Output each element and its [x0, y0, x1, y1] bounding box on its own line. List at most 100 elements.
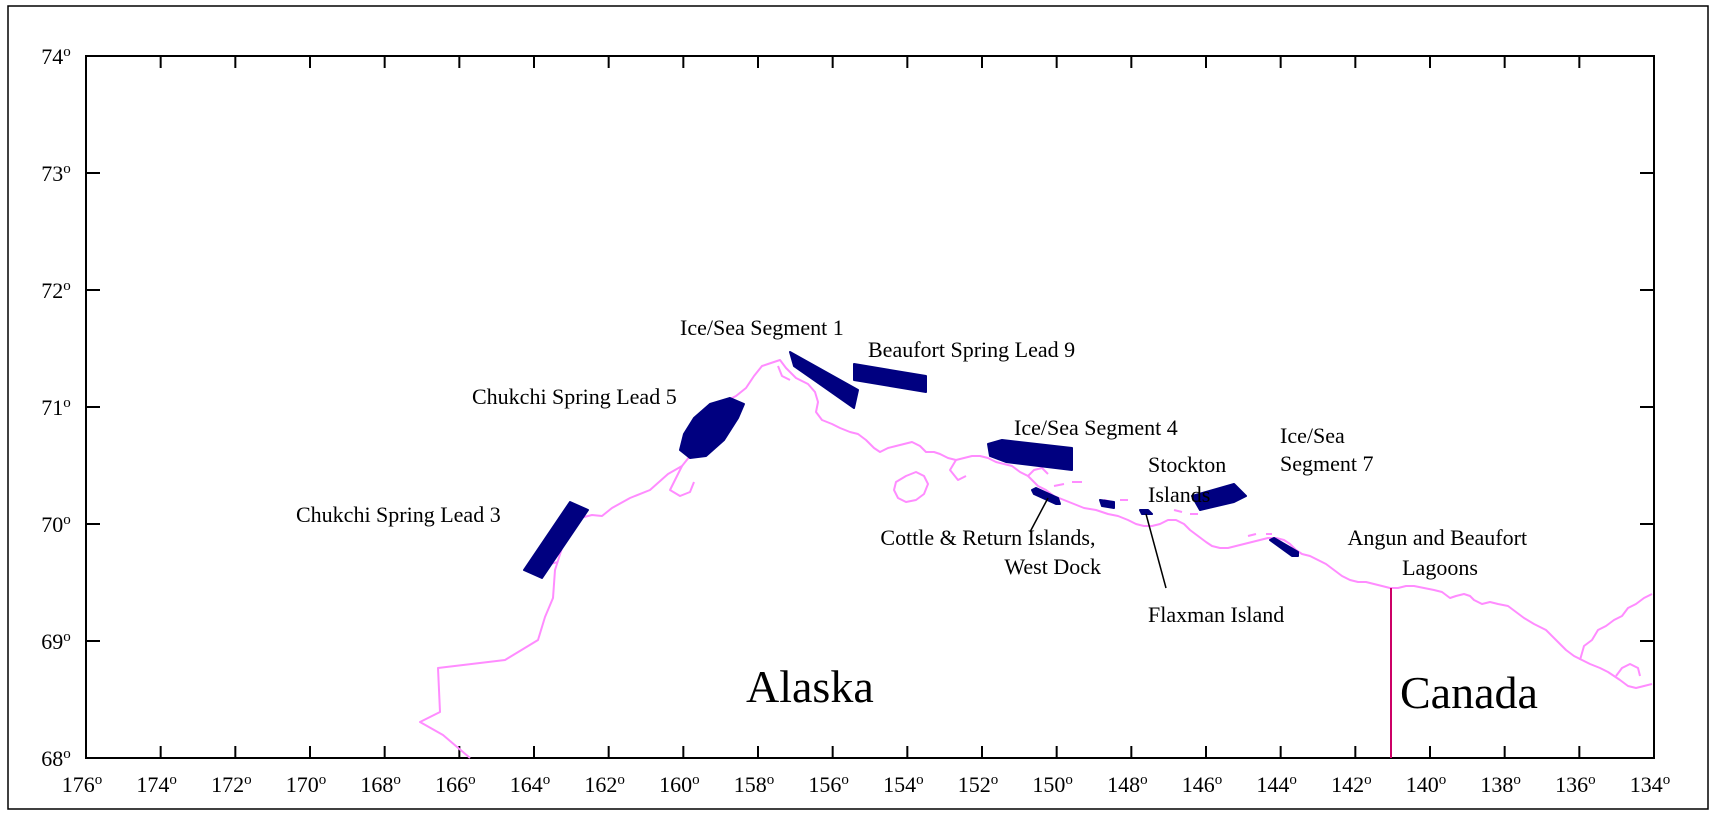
lon-label-146-value: 146 [1182, 772, 1215, 797]
lat-label-68: 68o [41, 746, 71, 771]
label-chukchi-spring-lead-3: Chukchi Spring Lead 3 [296, 502, 501, 527]
study-area-cottle-return-islands [1031, 487, 1061, 505]
lon-label-158-value: 158 [734, 772, 767, 797]
lon-label-170: 170o [286, 772, 327, 797]
label-cottle-line-1: Cottle & Return Islands, [880, 525, 1095, 550]
lon-label-134-degree: o [1663, 772, 1671, 788]
lon-label-176-value: 176 [62, 772, 95, 797]
lon-label-156: 156o [808, 772, 849, 797]
lon-label-136-degree: o [1588, 772, 1596, 788]
lat-label-73-value: 73 [41, 161, 63, 186]
lon-label-162-degree: o [617, 772, 625, 788]
lon-label-142-value: 142 [1331, 772, 1364, 797]
study-area-beaufort-spring-lead-9 [853, 363, 927, 393]
site-labels: Ice/Sea Segment 1 Beaufort Spring Lead 9… [296, 315, 1527, 627]
lon-label-164-value: 164 [510, 772, 543, 797]
lat-label-70-value: 70 [41, 512, 63, 537]
lon-label-168-value: 168 [360, 772, 393, 797]
label-ice-sea-segment-7-line-1: Ice/Sea [1280, 423, 1345, 448]
lon-label-148: 148o [1107, 772, 1148, 797]
lat-label-71: 71o [41, 395, 71, 420]
lat-label-72-degree: o [63, 278, 71, 294]
island-5 [1173, 509, 1183, 513]
flaxman-leader-line [1145, 513, 1167, 589]
study-area-ice-sea-segment-4 [987, 439, 1073, 471]
lon-label-160-value: 160 [659, 772, 692, 797]
study-area-chukchi-spring-lead-5 [679, 397, 745, 459]
lon-label-166-degree: o [468, 772, 476, 788]
lon-label-144: 144o [1256, 772, 1297, 797]
lon-label-172-value: 172 [211, 772, 244, 797]
lon-label-152: 152o [958, 772, 999, 797]
island-7 [1247, 533, 1257, 537]
lon-label-158: 158o [734, 772, 775, 797]
lon-label-156-degree: o [841, 772, 849, 788]
lat-label-73: 73o [41, 161, 71, 186]
lat-label-69-value: 69 [41, 629, 63, 654]
lon-label-150-value: 150 [1032, 772, 1065, 797]
lon-label-138: 138o [1480, 772, 1521, 797]
label-flaxman-island: Flaxman Island [1148, 602, 1284, 627]
label-stockton-islands-line-2: Islands [1148, 482, 1210, 507]
lon-label-138-value: 138 [1480, 772, 1513, 797]
region-label-alaska: Alaska [746, 661, 874, 712]
label-ice-sea-segment-1: Ice/Sea Segment 1 [680, 315, 844, 340]
study-area-angun-beaufort-lagoons [1269, 537, 1299, 557]
lon-label-154: 154o [883, 772, 924, 797]
island-1 [1053, 483, 1065, 487]
study-area-ice-sea-segment-7 [1191, 483, 1247, 511]
lon-label-170-value: 170 [286, 772, 319, 797]
lon-label-176: 176o [62, 772, 103, 797]
lon-label-174-value: 174 [136, 772, 169, 797]
label-angun-line-2: Lagoons [1402, 555, 1478, 580]
lat-label-68-value: 68 [41, 746, 63, 771]
lat-label-72: 72o [41, 278, 71, 303]
label-ice-sea-segment-7-line-2: Segment 7 [1280, 451, 1374, 476]
study-area-flaxman-island [1139, 509, 1153, 515]
label-angun-line-1: Angun and Beaufort [1347, 525, 1527, 550]
wainwright-inlet [669, 465, 695, 497]
label-stockton-islands: Stockton Islands [1148, 452, 1232, 507]
lon-label-136-value: 136 [1555, 772, 1588, 797]
lon-label-140-degree: o [1439, 772, 1447, 788]
lon-label-162-value: 162 [584, 772, 617, 797]
lon-label-158-degree: o [767, 772, 775, 788]
lon-label-146-degree: o [1215, 772, 1223, 788]
leader-lines [1029, 497, 1167, 589]
teshekpuk-lake [893, 471, 929, 503]
lon-label-146: 146o [1182, 772, 1223, 797]
lat-label-70: 70o [41, 512, 71, 537]
lat-label-70-degree: o [63, 512, 71, 528]
lon-label-172: 172o [211, 772, 251, 797]
lon-label-134: 134o [1630, 772, 1671, 797]
lat-label-74: 74o [41, 44, 71, 69]
tick-marks [85, 55, 1655, 759]
herschel-island [1615, 663, 1641, 677]
lon-label-148-value: 148 [1107, 772, 1140, 797]
lat-label-73-degree: o [63, 161, 71, 177]
study-area-stockton-islands [1099, 499, 1115, 509]
lon-label-148-degree: o [1140, 772, 1148, 788]
lat-label-69-degree: o [63, 629, 71, 645]
lon-label-170-degree: o [319, 772, 327, 788]
label-ice-sea-segment-7: Ice/Sea Segment 7 [1280, 423, 1374, 476]
lon-label-168: 168o [360, 772, 401, 797]
lon-label-162: 162o [584, 772, 625, 797]
region-label-canada: Canada [1400, 667, 1538, 718]
lon-label-160-degree: o [692, 772, 700, 788]
lat-label-72-value: 72 [41, 278, 63, 303]
label-chukchi-spring-lead-5: Chukchi Spring Lead 5 [472, 384, 677, 409]
mackenzie-delta [1579, 593, 1653, 661]
harrison-bay [949, 459, 967, 481]
lon-label-176-degree: o [95, 772, 103, 788]
colville-delta [1027, 467, 1049, 477]
lat-label-68-degree: o [63, 746, 71, 762]
lon-label-144-degree: o [1289, 772, 1297, 788]
lat-label-69: 69o [41, 629, 71, 654]
lon-label-154-degree: o [916, 772, 924, 788]
study-areas [523, 351, 1299, 579]
label-cottle-line-2: West Dock [1004, 554, 1101, 579]
lon-label-150: 150o [1032, 772, 1073, 797]
lon-label-166-value: 166 [435, 772, 468, 797]
